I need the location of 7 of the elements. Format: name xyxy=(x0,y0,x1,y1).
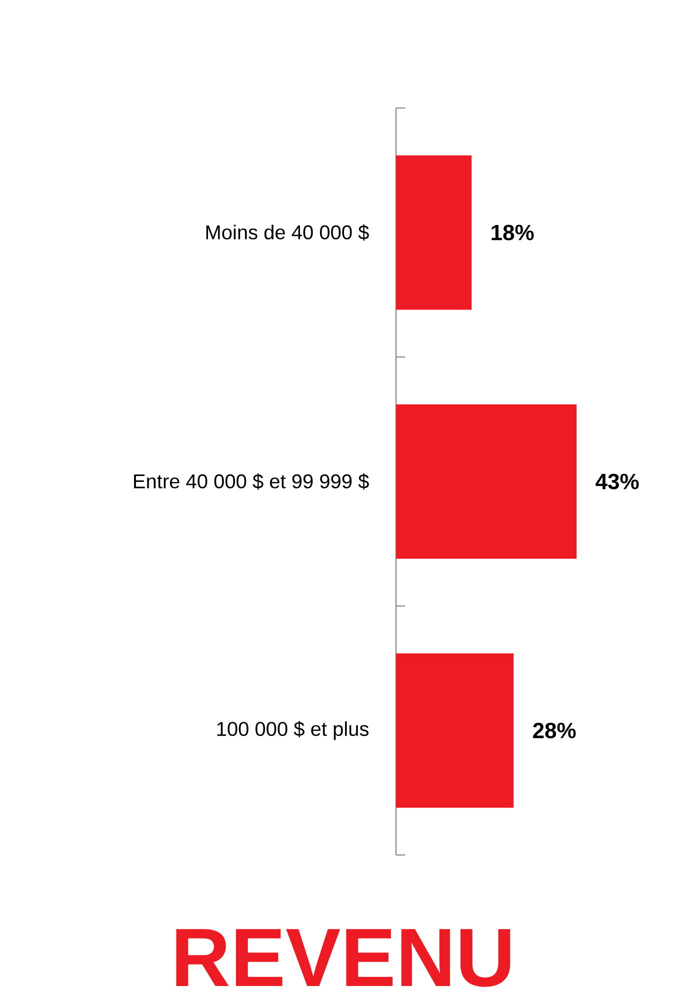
y-tick-label: 100 000 $ et plus xyxy=(217,721,369,740)
text: REVENU xyxy=(176,929,510,987)
data-label: 28% xyxy=(533,722,576,738)
y-tick-label: Entre 40 000 $ et 99 999 $ xyxy=(134,473,369,490)
data-label: 18% xyxy=(492,224,534,240)
data-label: 43% xyxy=(596,474,639,490)
y-tick-label: Moins de 40 000 $ xyxy=(206,224,369,241)
